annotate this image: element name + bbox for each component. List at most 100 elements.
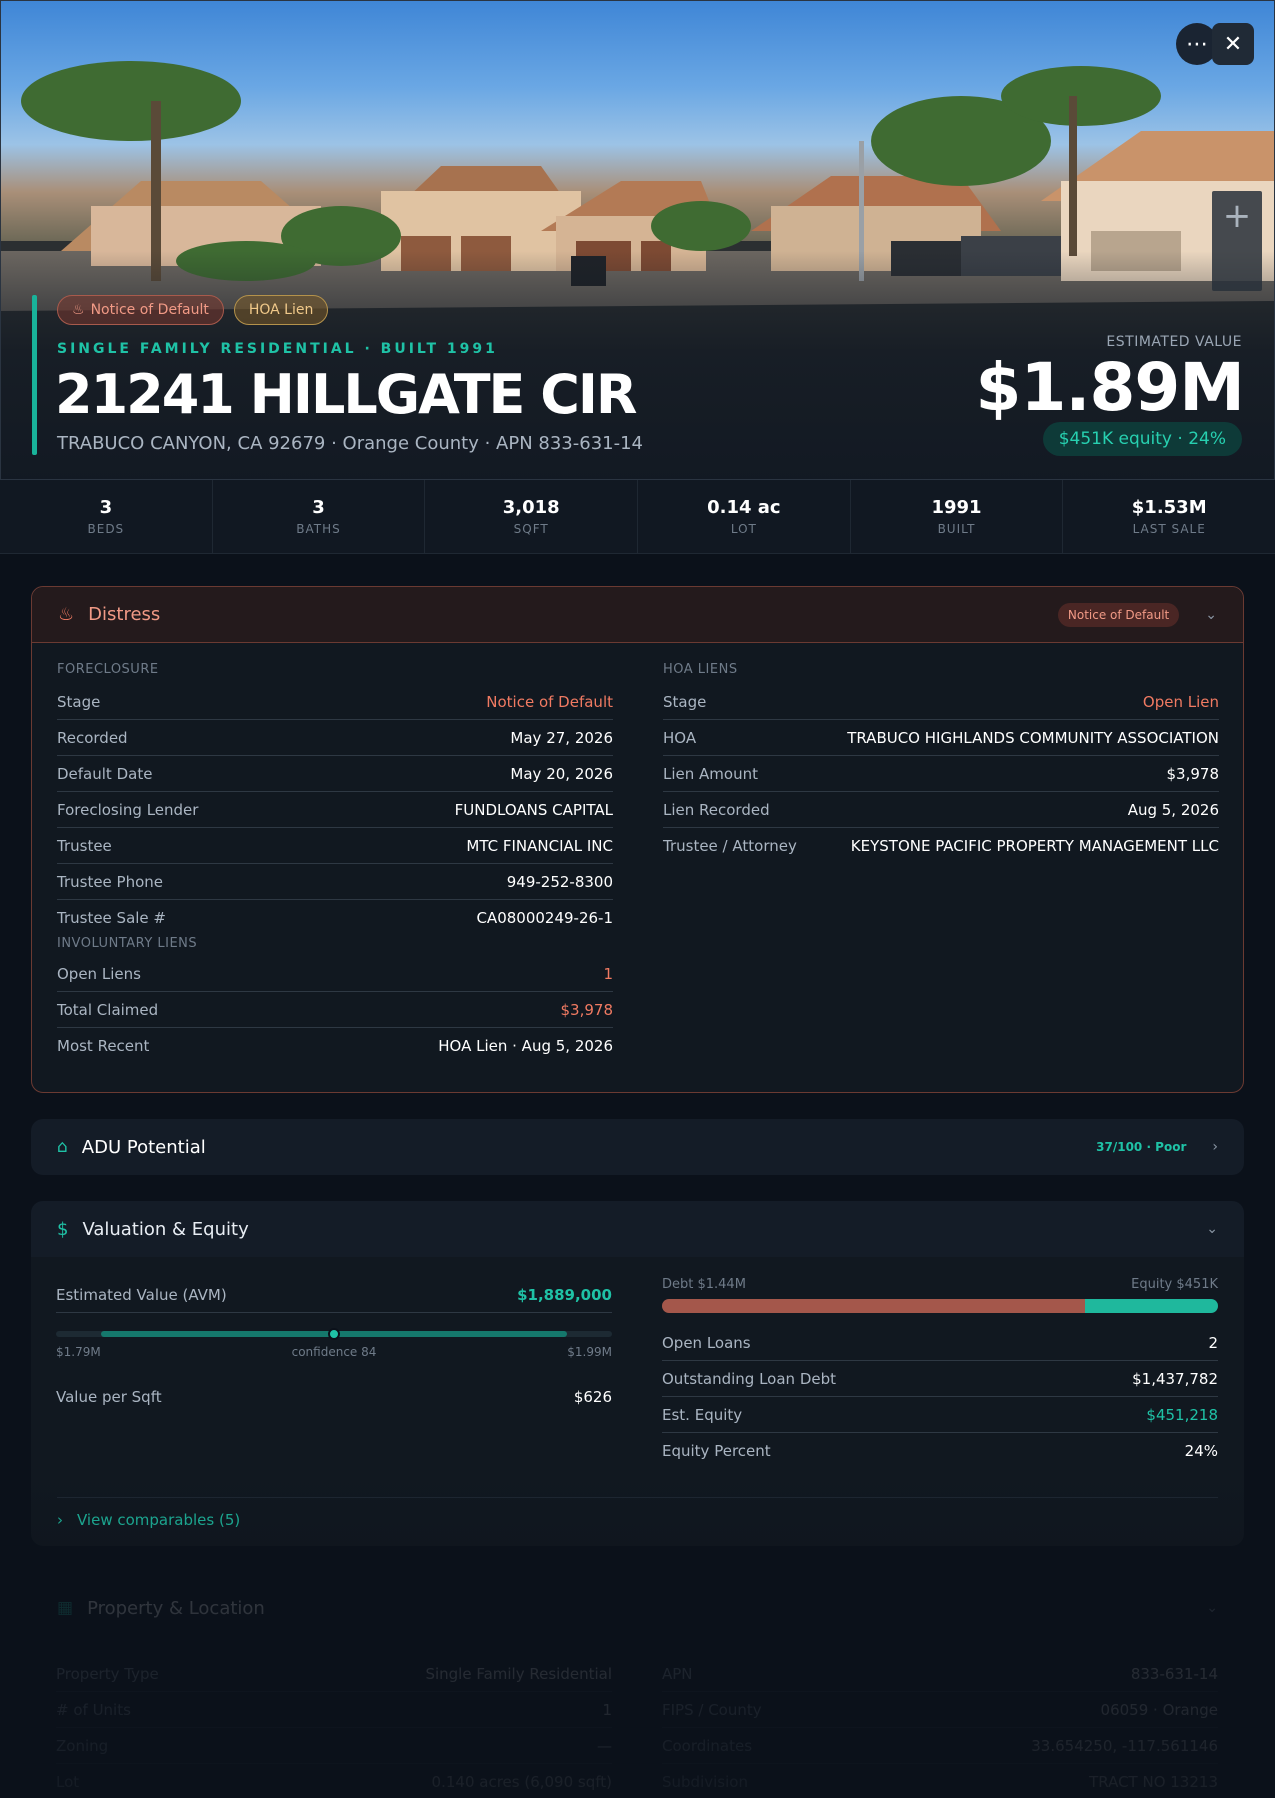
- table-row: Foreclosing Lender FUNDLOANS CAPITAL: [57, 792, 613, 828]
- table-row: Zoning —: [56, 1728, 612, 1764]
- stat-built: 1991 BUILT: [851, 480, 1064, 553]
- hoa-liens-column: HOA LIENS Stage Open Lien HOA TRABUCO HIGH…: [663, 662, 1219, 864]
- table-row: Open Loans 2: [662, 1325, 1218, 1361]
- table-row: Trustee / Attorney KEYSTONE PACIFIC PROPE…: [663, 837, 1219, 855]
- table-row: Recorded May 27, 2026: [57, 720, 613, 756]
- equity-segment: [1084, 1299, 1218, 1313]
- chevron-down-icon[interactable]: ⌄: [1206, 1600, 1218, 1616]
- badge-hoa-lien[interactable]: HOA Lien: [233, 295, 329, 325]
- table-row: Trustee Phone 949-252-8300: [57, 864, 613, 900]
- zoom-in-button[interactable]: +: [1212, 191, 1262, 241]
- table-row: FIPS / County 06059 · Orange: [662, 1692, 1218, 1728]
- flame-icon: ♨: [72, 302, 85, 318]
- table-row: Outstanding Loan Debt $1,437,782: [662, 1361, 1218, 1397]
- zoom-control: +: [1212, 191, 1262, 291]
- equity-pill: $451K equity · 24%: [1042, 422, 1242, 456]
- table-row: # of Units 1: [56, 1692, 612, 1728]
- debt-equity-column: Debt $1.44M Equity $451K Open Loans 2 Out…: [662, 1277, 1218, 1469]
- table-row: Lot 0.140 acres (6,090 sqft): [56, 1773, 612, 1791]
- chevron-down-icon[interactable]: ⌄: [1206, 1221, 1218, 1237]
- adu-title: ADU Potential: [81, 1136, 206, 1158]
- hero-badges: ♨ Notice of Default HOA Lien: [57, 295, 329, 325]
- hoa-liens-label: HOA LIENS: [663, 662, 738, 677]
- table-row: Lien Amount $3,978: [663, 756, 1219, 792]
- table-row: APN 833-631-14: [662, 1656, 1218, 1692]
- plus-icon: +: [1222, 196, 1252, 236]
- debt-segment: [662, 1299, 1085, 1313]
- involuntary-liens-label: INVOLUNTARY LIENS: [57, 936, 198, 951]
- table-row: Property Type Single Family Residential: [56, 1656, 612, 1692]
- accent-bar: [32, 295, 37, 455]
- debt-equity-labels: Debt $1.44M Equity $451K: [662, 1277, 1218, 1299]
- table-row: Coordinates 33.654250, -117.561146: [662, 1728, 1218, 1764]
- chevron-down-icon[interactable]: ⌄: [1205, 607, 1217, 623]
- close-button[interactable]: ✕: [1212, 23, 1254, 65]
- stat-baths: 3 BATHS: [213, 480, 426, 553]
- table-row: Default Date May 20, 2026: [57, 756, 613, 792]
- table-row: Stage Notice of Default: [57, 684, 613, 720]
- debt-label: Debt $1.44M: [662, 1277, 746, 1292]
- table-row: Trustee MTC FINANCIAL INC: [57, 828, 613, 864]
- valuation-title: Valuation & Equity: [82, 1218, 249, 1240]
- table-row: Est. Equity $451,218: [662, 1397, 1218, 1433]
- property-address: 21241 HILLGATE CIR: [55, 363, 638, 426]
- table-row: Subdivision TRACT NO 13213: [662, 1773, 1218, 1791]
- estimated-value: $1.89M: [975, 349, 1245, 426]
- distress-card: ♨ Distress Notice of Default ⌄ FORECLOSU…: [31, 586, 1244, 1093]
- adu-score-badge: 37/100 · Poor: [1096, 1140, 1187, 1154]
- table-row: HOA TRABUCO HIGHLANDS COMMUNITY ASSOCIATI…: [663, 720, 1219, 756]
- avm-range-point: [328, 1328, 340, 1340]
- view-comparables-link[interactable]: › View comparables (5): [57, 1511, 241, 1529]
- range-confidence: confidence 84: [291, 1345, 377, 1359]
- foreclosure-column: FORECLOSURE Stage Notice of Default Recor…: [57, 662, 613, 1064]
- avm-row: Estimated Value (AVM) $1,889,000: [56, 1277, 612, 1313]
- avm-range-labels: $1.79M confidence 84 $1.99M: [56, 1345, 612, 1359]
- table-row: Most Recent HOA Lien · Aug 5, 2026: [57, 1037, 613, 1055]
- home-icon: ⌂: [57, 1137, 68, 1157]
- table-row: Lien Recorded Aug 5, 2026: [663, 792, 1219, 828]
- divider: [57, 1497, 1218, 1498]
- badge-notice-of-default[interactable]: ♨ Notice of Default: [57, 295, 224, 325]
- flame-icon: ♨: [58, 604, 75, 625]
- hero-photo: ♨ Notice of Default HOA Lien SINGLE FAMI…: [0, 0, 1275, 480]
- property-header[interactable]: ▦ Property & Location ⌄: [31, 1580, 1244, 1636]
- dollar-icon: $: [57, 1218, 69, 1240]
- avm-range-track: [56, 1328, 612, 1340]
- property-title: Property & Location: [87, 1597, 265, 1619]
- valuation-header[interactable]: $ Valuation & Equity ⌄: [31, 1201, 1244, 1257]
- stat-lot: 0.14 ac LOT: [638, 480, 851, 553]
- property-right-column: APN 833-631-14 FIPS / County 06059 · Orang…: [662, 1656, 1218, 1798]
- close-icon: ✕: [1223, 31, 1243, 57]
- per-sqft-row: Value per Sqft $626: [56, 1388, 612, 1406]
- stat-beds: 3 BEDS: [0, 480, 213, 553]
- zoom-out-button[interactable]: [1212, 241, 1262, 291]
- table-row: Total Claimed $3,978: [57, 992, 613, 1028]
- valuation-equity-card: $ Valuation & Equity ⌄ Estimated Value (…: [31, 1201, 1244, 1546]
- stat-last-sale: $1.53M LAST SALE: [1131, 497, 1207, 536]
- more-options-button[interactable]: ⋯: [1176, 23, 1218, 65]
- table-row: Trustee Sale # CA08000249-26-1: [57, 909, 613, 927]
- stats-bar: 3 BEDS 3 BATHS 3,018 SQFT 0.14 ac LOT 1991 BU…: [0, 480, 1275, 554]
- property-subtitle: SINGLE FAMILY RESIDENTIAL · BUILT 1991: [57, 341, 498, 357]
- property-left-column: Property Type Single Family Residential #…: [56, 1656, 612, 1798]
- distress-status-badge: Notice of Default: [1057, 603, 1180, 627]
- foreclosure-label: FORECLOSURE: [57, 662, 159, 677]
- adu-potential-card[interactable]: ⌂ ADU Potential 37/100 · Poor ›: [31, 1119, 1244, 1175]
- property-location: TRABUCO CANYON, CA 92679 · Orange County…: [57, 433, 643, 454]
- building-icon: ▦: [57, 1598, 74, 1618]
- chevron-right-icon[interactable]: ›: [1212, 1139, 1218, 1155]
- distress-header[interactable]: ♨ Distress Notice of Default ⌄: [32, 587, 1243, 643]
- distress-title: Distress: [88, 604, 161, 625]
- table-row: Open Liens 1: [57, 956, 613, 992]
- equity-label: Equity $451K: [1131, 1277, 1218, 1292]
- estimated-value-label: ESTIMATED VALUE: [1106, 334, 1242, 350]
- chevron-right-icon: ›: [57, 1511, 63, 1529]
- range-low: $1.79M: [56, 1345, 101, 1359]
- table-row: Stage Open Lien: [663, 684, 1219, 720]
- debt-equity-bar: [662, 1299, 1218, 1313]
- range-high: $1.99M: [567, 1345, 612, 1359]
- avm-column: Estimated Value (AVM) $1,889,000 $1.79M …: [56, 1277, 612, 1467]
- ellipsis-icon: ⋯: [1186, 31, 1208, 57]
- property-location-card: ▦ Property & Location ⌄ Property Type Sin…: [31, 1580, 1244, 1798]
- table-row: Equity Percent 24%: [662, 1442, 1218, 1460]
